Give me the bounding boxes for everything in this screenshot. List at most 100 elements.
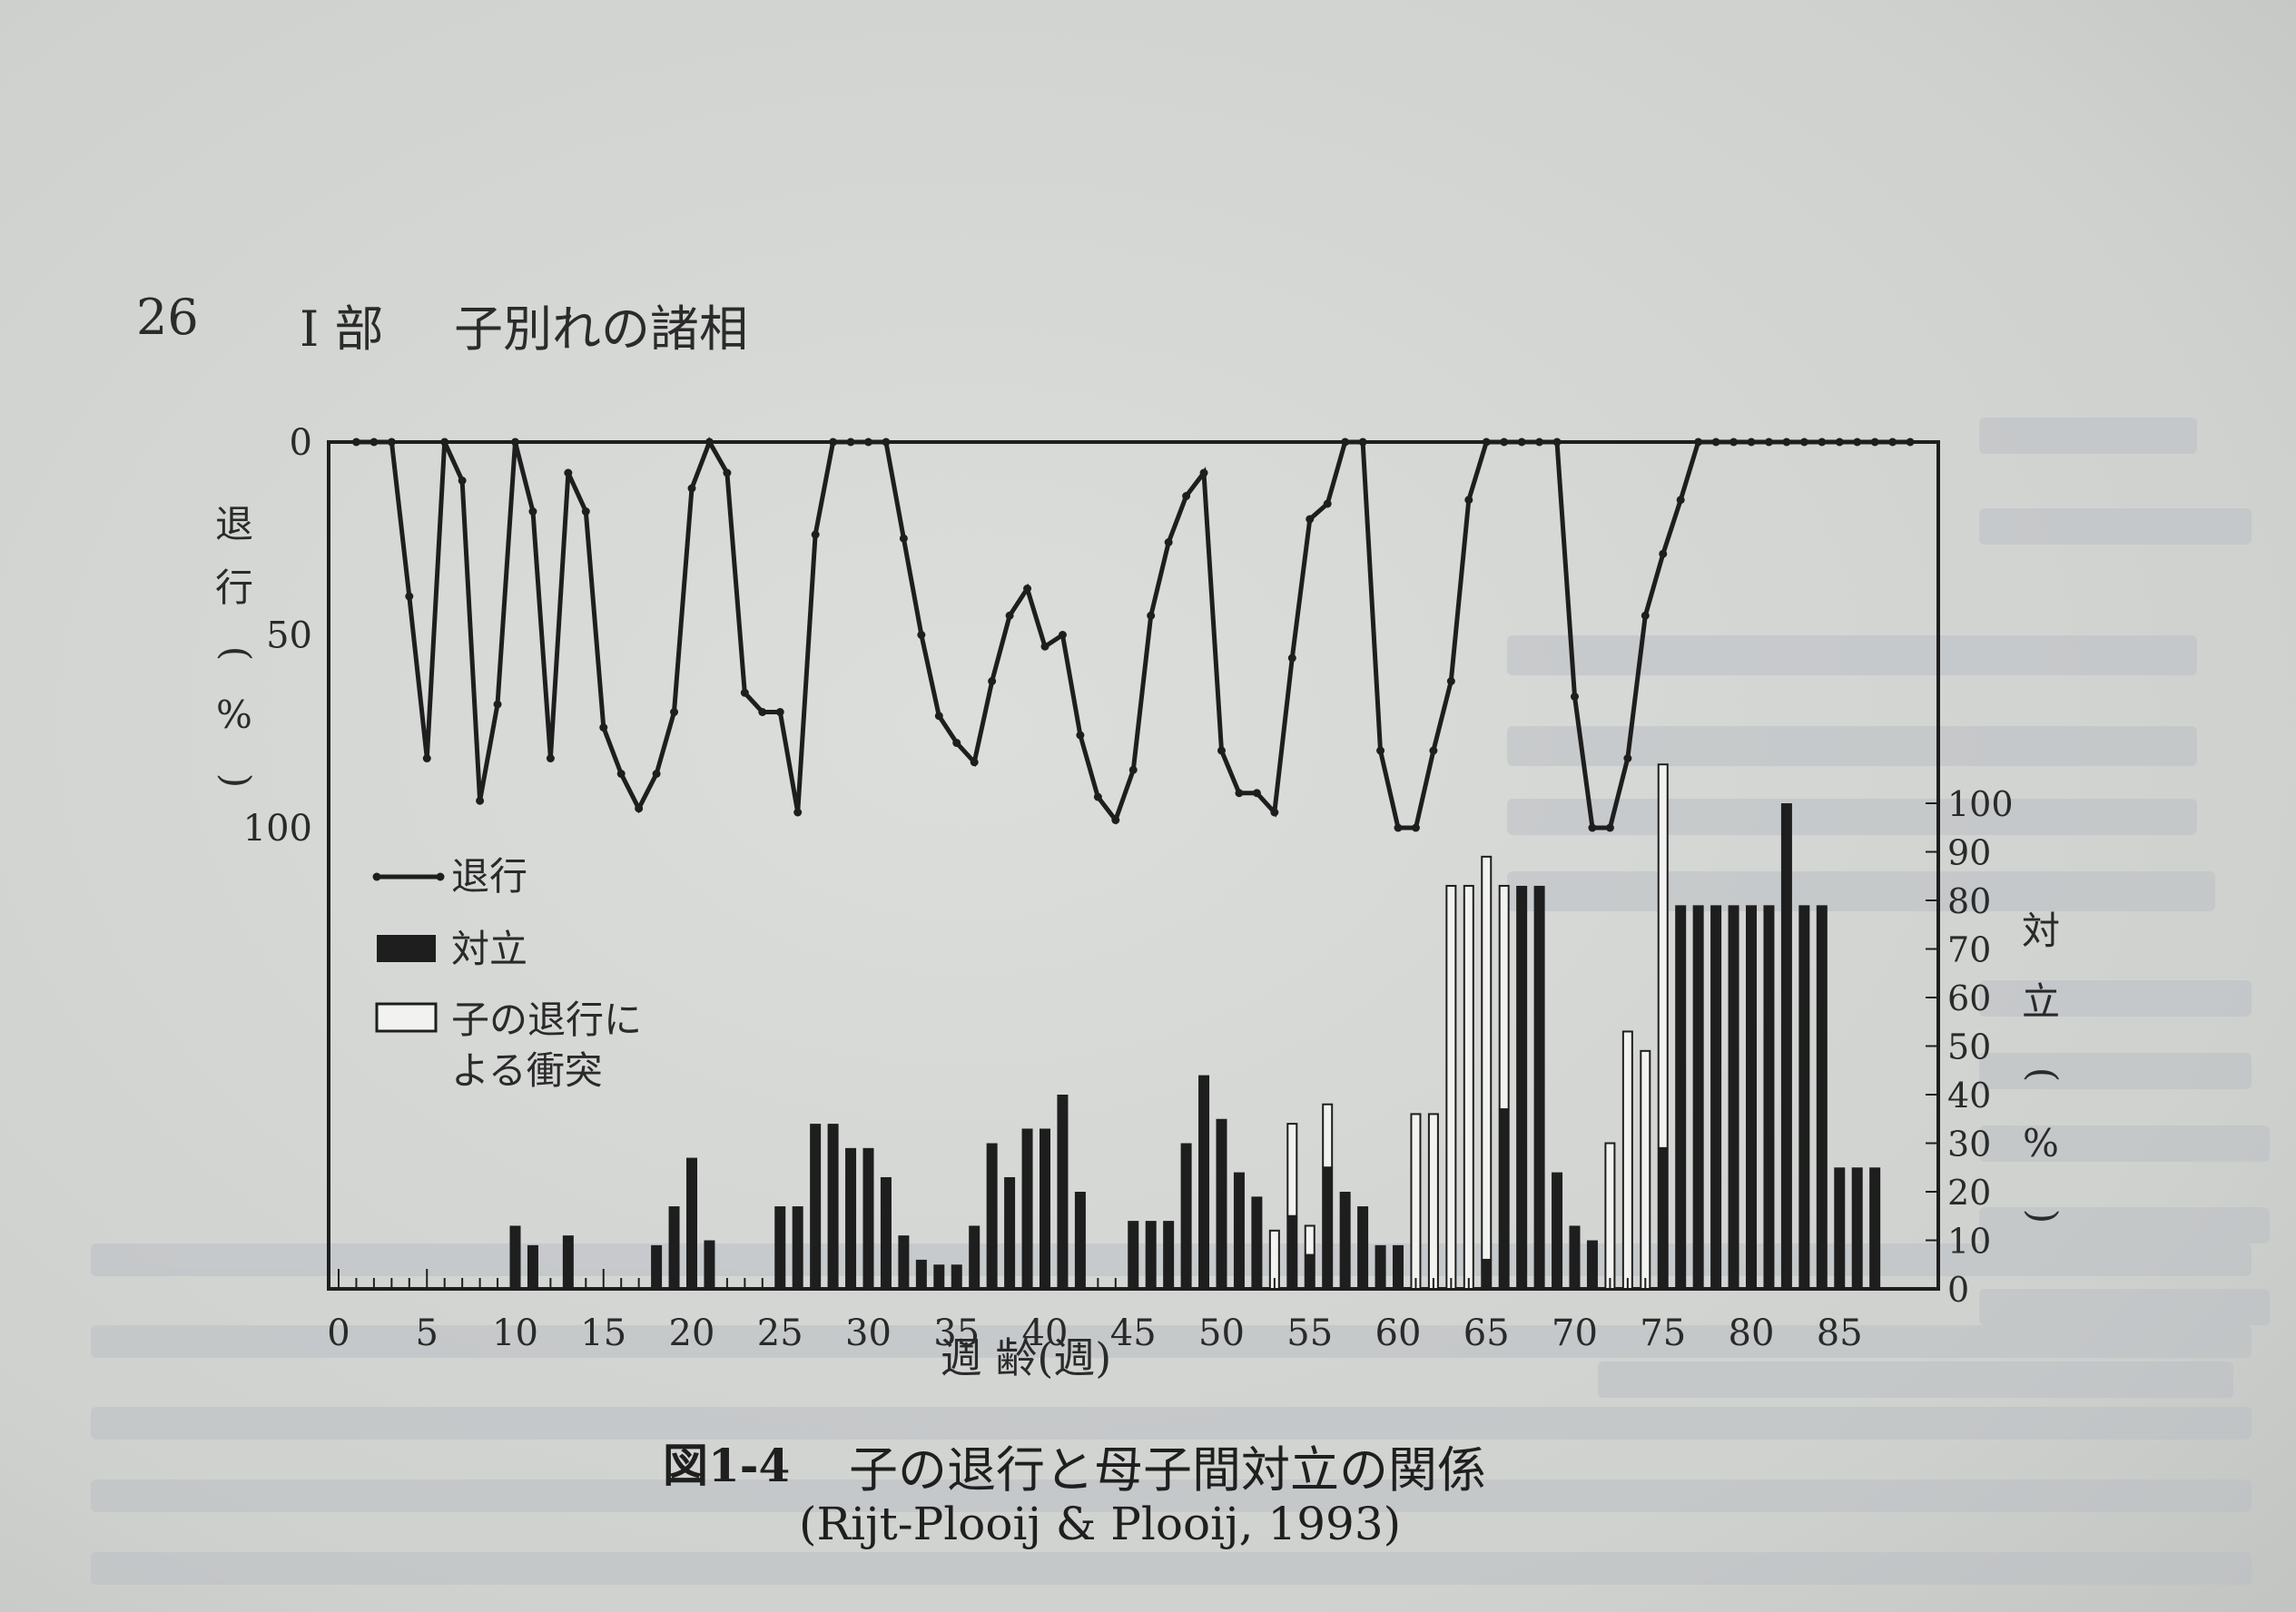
legend-filled-marker <box>377 935 436 962</box>
x-tick-label: 5 <box>416 1312 439 1354</box>
right-axis-label: 対 <box>2022 909 2060 953</box>
regression-point <box>1093 792 1102 801</box>
x-tick-label: 75 <box>1640 1312 1686 1354</box>
regression-point <box>1235 789 1244 798</box>
conflict-bar <box>1357 1206 1369 1289</box>
regression-point <box>1111 816 1120 824</box>
conflict-bar <box>1798 905 1810 1289</box>
legend-label: よる衝突 <box>451 1048 603 1093</box>
regression-point <box>705 437 714 447</box>
regression-point <box>1182 492 1191 500</box>
right-tick-label: 40 <box>1947 1076 1991 1116</box>
legend-open-marker <box>375 1002 438 1033</box>
regression-point <box>1199 468 1208 477</box>
conflict-bar <box>933 1264 945 1289</box>
conflict-bar <box>1851 1167 1863 1289</box>
regression-point <box>511 437 519 447</box>
conflict-bar <box>1552 1172 1563 1289</box>
regression-point <box>670 708 679 716</box>
regression-point <box>635 804 644 813</box>
x-tick-label: 10 <box>492 1312 538 1354</box>
regression-point <box>1411 823 1420 832</box>
conflict-bar <box>827 1124 839 1289</box>
regression-point <box>1023 585 1032 593</box>
regression-point <box>1217 746 1226 755</box>
conflict-bar <box>1816 905 1828 1289</box>
legend-label: 子の退行に <box>451 998 642 1042</box>
conflict-bar <box>845 1147 857 1289</box>
regression-point <box>1323 499 1332 508</box>
child-regression-conflict-bar <box>1481 855 1493 1261</box>
regression-point <box>1729 437 1739 447</box>
regression-point <box>1535 437 1544 447</box>
left-tick-label: 0 <box>290 422 312 464</box>
regression-point <box>405 592 414 601</box>
x-tick-label: 35 <box>933 1312 980 1354</box>
right-tick-label: 50 <box>1947 1027 1991 1067</box>
conflict-bar <box>1145 1221 1157 1289</box>
bar-group <box>509 763 1881 1291</box>
conflict-bar <box>1746 905 1757 1289</box>
conflict-bar <box>774 1206 786 1289</box>
regression-point <box>811 530 820 539</box>
regression-point <box>616 770 626 778</box>
part-label: I 部 <box>300 300 384 358</box>
left-axis-label: % <box>216 693 252 737</box>
regression-point <box>370 437 379 447</box>
regression-point <box>1341 437 1350 447</box>
regression-point <box>1005 611 1014 620</box>
regression-point <box>387 437 396 447</box>
regression-point <box>1676 496 1685 505</box>
regression-point <box>1799 437 1808 447</box>
regression-point <box>740 688 749 697</box>
conflict-bar <box>1251 1196 1263 1289</box>
conflict-bar <box>1780 803 1792 1289</box>
regression-point <box>1287 654 1296 663</box>
regression-point <box>758 708 767 716</box>
regression-point <box>687 484 696 493</box>
regression-point <box>1888 437 1897 447</box>
regression-point <box>1782 437 1791 447</box>
regression-point <box>1623 754 1632 762</box>
x-tick-label: 70 <box>1552 1312 1598 1354</box>
regression-point <box>493 700 502 709</box>
regression-point <box>546 754 555 762</box>
legend-label: 対立 <box>451 927 527 971</box>
regression-point <box>1853 437 1862 447</box>
regression-point <box>440 437 449 447</box>
x-tick-label: 85 <box>1817 1312 1863 1354</box>
legend-point-marker <box>372 872 381 881</box>
page-number: 26 <box>136 289 199 346</box>
regression-point <box>1394 823 1403 832</box>
conflict-bar <box>1216 1118 1227 1289</box>
regression-point <box>1641 611 1650 620</box>
regression-point <box>1605 823 1614 832</box>
conflict-bar <box>562 1235 574 1289</box>
x-tick-label: 45 <box>1110 1312 1157 1354</box>
regression-point <box>882 437 891 447</box>
regression-point <box>564 468 573 477</box>
regression-point <box>723 468 732 477</box>
regression-point <box>1429 746 1438 755</box>
conflict-bar <box>1498 1109 1510 1289</box>
conflict-bar <box>509 1225 521 1289</box>
conflict-bar <box>1393 1244 1404 1289</box>
conflict-bar <box>1180 1143 1192 1289</box>
left-tick-label: 50 <box>266 615 312 657</box>
right-tick-label: 0 <box>1947 1270 1969 1310</box>
conflict-bar <box>1516 885 1528 1289</box>
regression-point <box>1764 437 1773 447</box>
child-regression-conflict-bar <box>1410 1113 1422 1291</box>
conflict-bar <box>1233 1172 1245 1289</box>
conflict-bar <box>1657 1147 1669 1289</box>
x-tick-label: 80 <box>1729 1312 1775 1354</box>
child-regression-conflict-bar <box>1463 884 1474 1290</box>
conflict-bar <box>1040 1128 1050 1289</box>
left-tick-label: 100 <box>243 808 312 850</box>
right-tick-label: 60 <box>1947 978 1991 1018</box>
regression-point <box>793 808 803 817</box>
conflict-bar <box>1375 1244 1386 1289</box>
regression-point <box>581 507 590 516</box>
right-axis-label: ( <box>2021 1067 2065 1082</box>
regression-point <box>1659 549 1668 558</box>
